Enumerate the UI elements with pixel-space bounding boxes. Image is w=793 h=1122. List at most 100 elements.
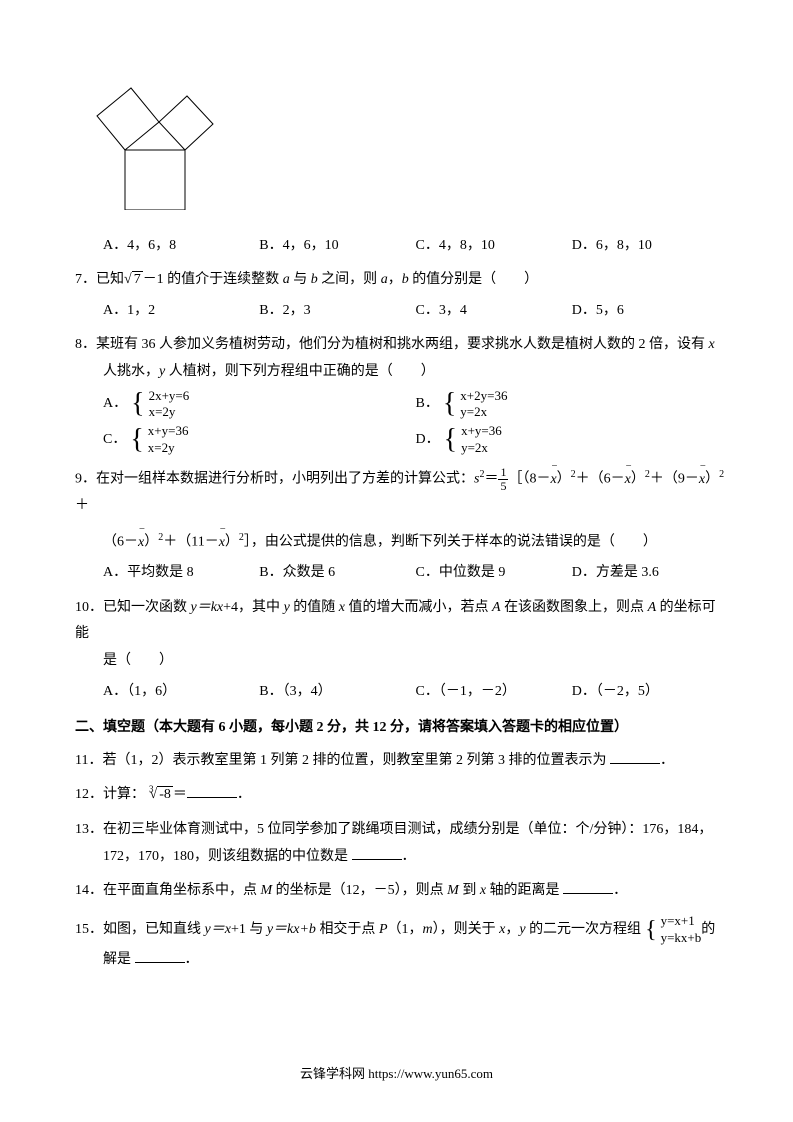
question-12: 12．计算：3-8＝． [75, 782, 728, 809]
q9-2e: ］，由公式提供的信息，判断下列关于样本的说法错误的是（ ） [244, 535, 657, 550]
q9-2c: ＋（11－ [163, 535, 218, 550]
question-7: 7．已知7－1 的值介于连续整数 a 与 b 之间，则 a，b 的值分别是（ ）… [75, 267, 728, 324]
q15-1c: 相交于点 [316, 922, 379, 937]
q7-var-b2: b [402, 272, 409, 287]
q15-eq2: y＝kx+b [267, 922, 316, 937]
q15-P: P [379, 922, 388, 937]
q15-m: m [423, 922, 433, 937]
q15-2a: 解是 [103, 952, 135, 967]
q7-var-a2: a [381, 272, 388, 287]
q8-optC-eq2: x=2y [148, 440, 189, 457]
q7-var-b: b [311, 272, 318, 287]
q8-line2a: 人挑水， [103, 364, 159, 379]
q9-x4: x [138, 535, 144, 550]
q10-opt-d: D．（－2，5） [572, 679, 728, 706]
q8-var-x: x [709, 337, 715, 352]
q8-optD-eq1: x+y=36 [461, 423, 502, 440]
page-footer: 云锋学科网 https://www.yun65.com [0, 1062, 793, 1087]
blank-input[interactable] [610, 750, 660, 764]
question-8: 8．某班有 36 人参加义务植树劳动，他们分为植树和挑水两组，要求挑水人数是植树… [75, 332, 728, 457]
q10-1e: 在该函数图象上，则点 [501, 600, 648, 615]
q15-sys2: y=kx+b [661, 930, 702, 947]
q15-2b: ． [185, 952, 199, 967]
q10-1d: 值的增大而减小，若点 [345, 600, 492, 615]
q8-optB-eq2: y=2x [460, 404, 507, 421]
q9-opt-c: C．中位数是 9 [416, 560, 572, 587]
q9-x3: x [699, 472, 705, 487]
q6-opt-c: C．4，8，10 [416, 233, 572, 260]
q9-1e: ） [631, 472, 645, 487]
pythagoras-diagram [95, 80, 728, 221]
q9-2a: （6－ [103, 535, 138, 550]
q12-b: ＝ [173, 787, 187, 802]
q12-rad: -8 [157, 786, 173, 802]
question-15: 15．如图，已知直线 y＝x+1 与 y＝kx+b 相交于点 P（1，m），则关… [75, 913, 728, 973]
q14-c: 到 [459, 883, 480, 898]
q9-opt-a: A．平均数是 8 [103, 560, 259, 587]
q8-optD: D． { x+y=36y=2x [416, 423, 729, 457]
q9-1a: 9．在对一组样本数据进行分析时，小明列出了方差的计算公式： [75, 472, 474, 487]
q9-1c: ） [557, 472, 571, 487]
q15-eq1: y＝x [205, 922, 231, 937]
q9-1b: ［（8－ [508, 472, 550, 487]
q8-optB: B． { x+2y=36y=2x [416, 388, 729, 422]
brace-icon: { [130, 426, 143, 454]
q15-1h: 的 [701, 922, 715, 937]
q7-opt-b: B．2，3 [259, 298, 415, 325]
q6-opt-a: A．4，6，8 [103, 233, 259, 260]
q9-2b: ） [144, 535, 158, 550]
q10-opt-a: A．（1，6） [103, 679, 259, 706]
q9-x1: x [550, 472, 556, 487]
blank-input[interactable] [352, 846, 402, 860]
q14-M: M [261, 883, 273, 898]
q14-e: ． [613, 883, 627, 898]
q8-line2b: 人植树，则下列方程组中正确的是（ ） [165, 364, 435, 379]
q10-A2: A [648, 600, 657, 615]
q8-optA-label: A． [103, 391, 127, 418]
question-9: 9．在对一组样本数据进行分析时，小明列出了方差的计算公式：s2＝15［（8－x）… [75, 465, 728, 587]
q12-a: 12．计算： [75, 787, 145, 802]
q10-1a: 10．已知一次函数 [75, 600, 191, 615]
q10-eq: y＝kx [191, 600, 224, 615]
q14-a: 14．在平面直角坐标系中，点 [75, 883, 261, 898]
q9-opt-b: B．众数是 6 [259, 560, 415, 587]
question-14: 14．在平面直角坐标系中，点 M 的坐标是（12，－5），则点 M 到 x 轴的… [75, 878, 728, 905]
blank-input[interactable] [187, 784, 237, 798]
q15-1a: 15．如图，已知直线 [75, 922, 205, 937]
q9-1g: ） [705, 472, 719, 487]
q14-b: 的坐标是（12，－5），则点 [272, 883, 447, 898]
q8-optB-eq1: x+2y=36 [460, 388, 507, 405]
brace-icon: { [645, 917, 657, 943]
q7-opt-c: C．3，4 [416, 298, 572, 325]
q7-var-a: a [283, 272, 290, 287]
q9-frac-num: 1 [498, 466, 508, 480]
q6-opt-d: D．6，8，10 [572, 233, 728, 260]
q9-1h: ＋ [75, 498, 89, 513]
q9-x2: x [625, 472, 631, 487]
q7-stem-c: 与 [290, 272, 311, 287]
q7-stem-d: 之间，则 [318, 272, 381, 287]
xbar-icon: x [550, 467, 556, 494]
q14-d: 轴的距离是 [486, 883, 563, 898]
q9-sq3: 2 [719, 469, 724, 480]
fraction-icon: 15 [498, 466, 508, 493]
q10-line2: 是（ ） [103, 653, 173, 668]
brace-icon: { [131, 390, 144, 418]
q8-optD-eq2: y=2x [461, 440, 502, 457]
question-11: 11．若（1，2）表示教室里第 1 列第 2 排的位置，则教室里第 2 列第 3… [75, 748, 728, 775]
xbar-icon: x [138, 530, 144, 557]
q8-optA: A． { 2x+y=6x=2y [103, 388, 416, 422]
q7-stem-e: ， [388, 272, 402, 287]
q8-optD-label: D． [416, 427, 440, 454]
q9-eq: ＝ [484, 472, 498, 487]
q13-line1: 13．在初三毕业体育测试中，5 位同学参加了跳绳项目测试，成绩分别是（单位：个/… [75, 817, 728, 844]
xbar-icon: x [699, 467, 705, 494]
blank-input[interactable] [563, 880, 613, 894]
blank-input[interactable] [135, 949, 185, 963]
q9-1f: ＋（9－ [650, 472, 699, 487]
sqrt-icon: 7 [124, 267, 143, 294]
brace-icon: { [443, 390, 456, 418]
q8-optC: C． { x+y=36x=2y [103, 423, 416, 457]
q8-optB-label: B． [416, 391, 439, 418]
q7-stem-f: 的值分别是（ ） [409, 272, 539, 287]
